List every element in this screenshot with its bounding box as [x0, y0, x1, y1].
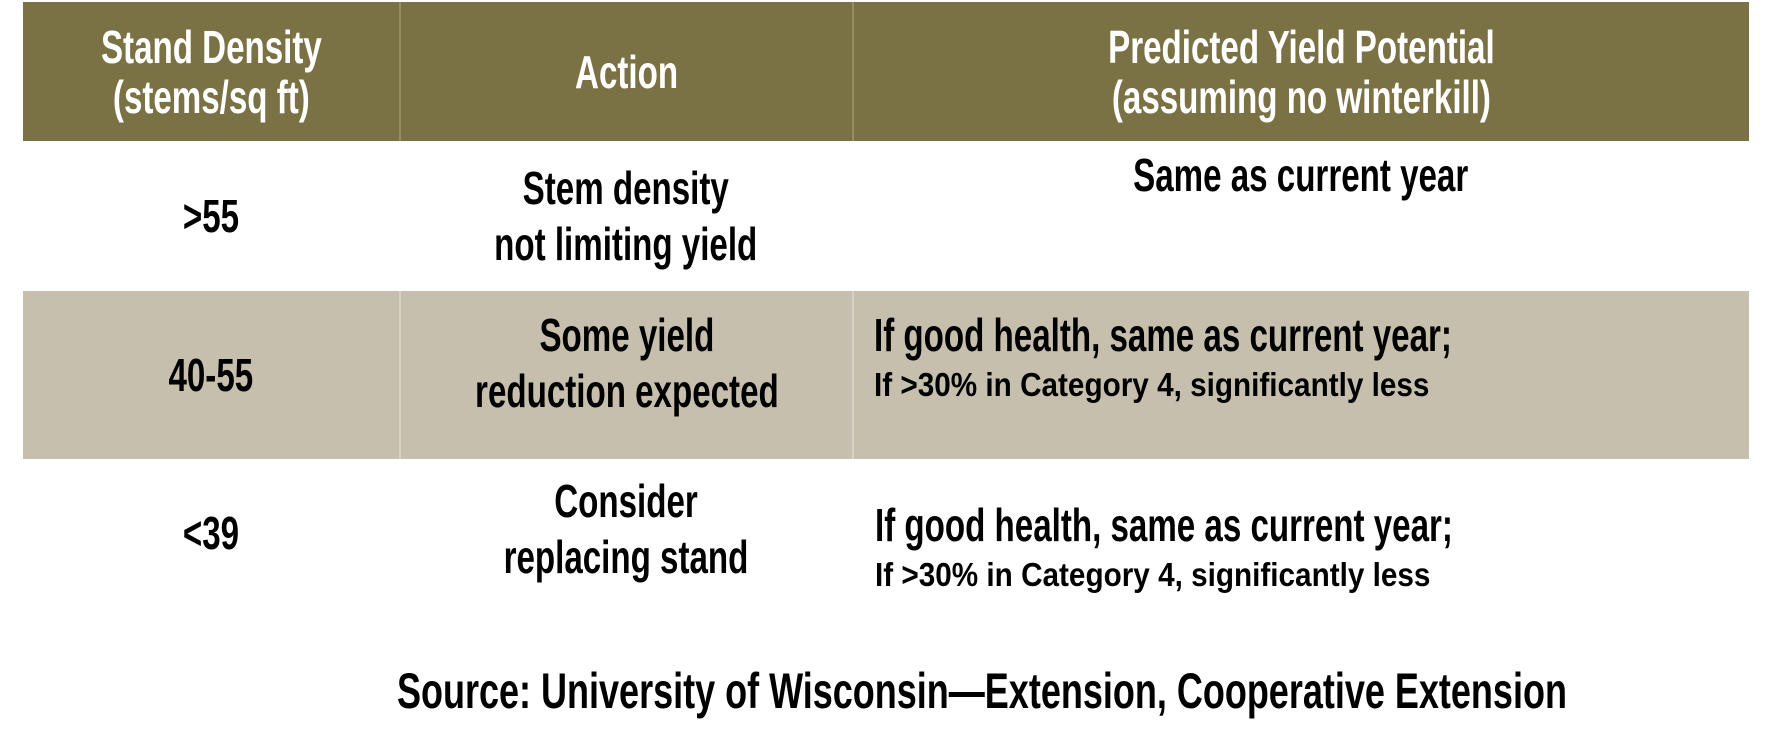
density-value: <39	[182, 507, 240, 559]
header-stack: Stand Density (stems/sq ft)	[101, 22, 322, 122]
action-text: Consider	[553, 475, 698, 527]
density-value: 40-55	[168, 349, 254, 401]
header-text: (assuming no winterkill)	[1111, 70, 1492, 123]
table-row: <39 Consider replacing stand If good heal…	[23, 459, 1749, 632]
header-text: Stand Density	[100, 20, 322, 73]
action-text: not limiting yield	[493, 218, 758, 270]
action-cell: Consider replacing stand	[399, 459, 852, 632]
table-row: 40-55 Some yield reduction expected If go…	[23, 291, 1749, 459]
action-cell: Some yield reduction expected	[399, 291, 852, 459]
action-text: Some yield	[539, 309, 714, 361]
action-stack: Some yield reduction expected	[475, 307, 779, 419]
table-header: Stand Density (stems/sq ft) Action Predic…	[23, 2, 1749, 141]
yield-stack: If good health, same as current year; If …	[875, 497, 1678, 597]
yield-text: If >30% in Category 4, significantly les…	[874, 366, 1430, 403]
header-text: Action	[574, 45, 679, 98]
yield-text: If >30% in Category 4, significantly les…	[875, 556, 1431, 593]
action-stack: Consider replacing stand	[503, 473, 748, 585]
yield-cell: Same as current year	[852, 141, 1749, 291]
yield-text: If good health, same as current year;	[874, 309, 1452, 361]
density-cell: <39	[23, 459, 399, 632]
source-citation: Source: University of Wisconsin—Extensio…	[397, 663, 1567, 719]
action-text: reduction expected	[474, 365, 779, 417]
yield-stack: If good health, same as current year; If …	[874, 307, 1677, 407]
table-row: >55 Stem density not limiting yield Same …	[23, 141, 1749, 291]
action-text: Stem density	[522, 162, 729, 214]
header-action: Action	[399, 2, 852, 141]
yield-text: Same as current year	[1132, 149, 1469, 201]
header-stack: Predicted Yield Potential (assuming no wi…	[1108, 22, 1495, 122]
yield-cell: If good health, same as current year; If …	[852, 459, 1749, 632]
header-stand-density: Stand Density (stems/sq ft)	[23, 2, 399, 141]
header-text: Predicted Yield Potential	[1108, 20, 1495, 73]
header-text: (stems/sq ft)	[112, 70, 310, 123]
yield-text: If good health, same as current year;	[875, 499, 1453, 551]
density-cell: >55	[23, 141, 399, 291]
action-cell: Stem density not limiting yield	[399, 141, 852, 291]
density-value: >55	[182, 190, 240, 242]
density-cell: 40-55	[23, 291, 399, 459]
yield-cell: If good health, same as current year; If …	[852, 291, 1749, 459]
action-stack: Stem density not limiting yield	[494, 160, 757, 272]
action-text: replacing stand	[503, 531, 748, 583]
header-predicted-yield: Predicted Yield Potential (assuming no wi…	[852, 2, 1749, 141]
